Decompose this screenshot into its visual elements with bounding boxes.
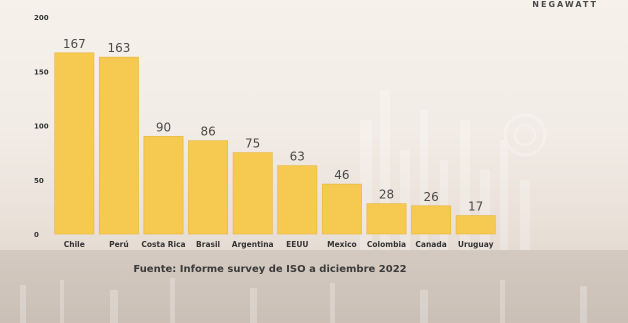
y-tick-label: 0 <box>34 231 39 239</box>
y-tick-label: 200 <box>34 14 49 22</box>
bar-value-label: 17 <box>468 200 483 214</box>
bar <box>366 203 407 235</box>
bar <box>188 140 229 235</box>
y-tick-label: 50 <box>34 177 44 185</box>
bar <box>411 205 452 235</box>
bar-value-label: 167 <box>63 37 86 51</box>
bar <box>54 52 95 235</box>
x-tick-label: Costa Rica <box>141 240 185 249</box>
y-tick-label: 150 <box>34 68 49 76</box>
brand-logo-text: NEGAWATT <box>532 0 598 9</box>
bar <box>321 183 362 235</box>
bar-value-label: 46 <box>334 168 349 182</box>
bar-value-label: 90 <box>156 120 171 134</box>
x-tick-label: Argentina <box>232 240 274 249</box>
bar <box>143 136 184 235</box>
bar <box>98 56 139 235</box>
x-tick-label: Chile <box>64 240 85 249</box>
x-tick-label: Perú <box>109 240 129 249</box>
x-tick-label: Colombia <box>367 240 406 249</box>
bar-value-label: 163 <box>107 41 130 55</box>
bar <box>232 152 273 235</box>
bar-value-label: 63 <box>290 150 305 164</box>
x-tick-label: Brasil <box>196 240 220 249</box>
bar-value-label: 28 <box>379 188 394 202</box>
bars <box>54 52 496 235</box>
y-tick-label: 100 <box>34 123 49 131</box>
x-tick-label: Uruguay <box>458 240 494 249</box>
bar-value-label: 75 <box>245 137 260 151</box>
source-note: Fuente: Informe survey de ISO a diciembr… <box>133 264 407 275</box>
bar-value-label: 86 <box>200 125 215 139</box>
value-labels: 167 163 90 86 75 63 46 28 26 17 <box>63 37 483 214</box>
y-axis: 0 50 100 150 200 <box>34 14 49 239</box>
bar <box>277 165 318 235</box>
x-axis-labels: Chile Perú Costa Rica Brasil Argentina EEUU Me… <box>64 240 494 249</box>
bar-value-label: 26 <box>423 190 438 204</box>
x-tick-label: Mexico <box>327 240 357 249</box>
x-tick-label: Canada <box>415 240 446 249</box>
x-tick-label: EEUU <box>286 240 308 249</box>
bar <box>455 215 496 235</box>
